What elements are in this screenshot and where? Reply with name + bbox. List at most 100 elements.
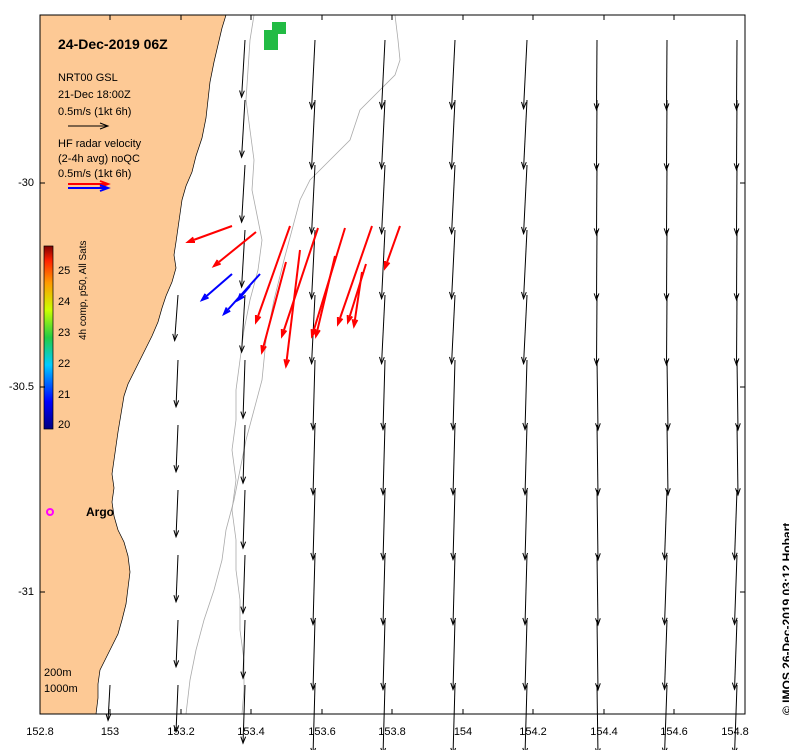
radar-vector-red-head	[346, 314, 354, 325]
radar-vector-blue	[237, 285, 251, 301]
current-vector	[524, 424, 528, 495]
current-vector	[175, 619, 179, 667]
current-vector	[596, 359, 599, 430]
current-vector	[381, 164, 386, 234]
map-title: 24-Dec-2019 06Z	[58, 36, 168, 52]
current-vector	[241, 39, 246, 98]
model-legend-line2: 21-Dec 18:00Z	[58, 89, 131, 101]
y-tick-label: -31	[18, 586, 34, 598]
current-vector-head	[239, 150, 245, 159]
radar-vector-red	[315, 255, 336, 337]
current-vector	[523, 164, 528, 234]
current-vector-head	[240, 736, 247, 745]
colorbar-tick: 22	[58, 358, 71, 370]
current-vector-head	[239, 90, 245, 99]
current-vector	[312, 359, 316, 430]
radar-vector-red-head	[211, 259, 221, 268]
current-vector	[382, 424, 386, 495]
current-vector	[311, 39, 316, 109]
colorbar	[43, 245, 54, 430]
current-vector	[382, 489, 386, 560]
current-vector	[596, 424, 599, 495]
current-vector-head	[239, 215, 245, 224]
x-tick-label: 153.6	[308, 726, 336, 738]
argo-label: Argo	[86, 505, 114, 519]
radar-vector-red-head	[283, 358, 291, 369]
current-vector	[524, 684, 528, 750]
current-vector-head	[172, 333, 178, 343]
current-vector-head	[173, 595, 180, 604]
current-vector-head	[735, 423, 741, 432]
radar-vector-red	[255, 225, 291, 323]
current-vector	[174, 294, 179, 341]
current-vector	[242, 489, 246, 549]
current-vector	[524, 554, 528, 625]
contour-legend-1000m: 1000m	[44, 683, 78, 695]
radar-vector-blue-head	[236, 293, 245, 303]
current-vector-head	[661, 617, 668, 626]
contour-legend-200m: 200m	[44, 667, 72, 679]
contour-200m	[231, 14, 263, 715]
current-vector	[382, 359, 386, 430]
current-vector	[664, 489, 668, 560]
radar-vector-red	[337, 225, 373, 325]
radar-vector-blue-head	[199, 293, 209, 302]
current-vector-head	[521, 101, 527, 111]
current-vector	[664, 619, 668, 690]
current-vector-head	[449, 101, 455, 111]
radar-vector-red-head	[260, 344, 267, 355]
model-legend-arrow	[68, 122, 110, 130]
current-vector	[312, 424, 316, 495]
current-vector	[734, 489, 738, 560]
current-vector	[381, 39, 386, 109]
current-vector	[523, 229, 528, 299]
current-vector	[452, 489, 456, 560]
x-tick-label: 154.4	[590, 726, 618, 738]
current-vector-head	[665, 488, 671, 497]
current-vector-head	[309, 161, 315, 171]
x-tick-label: 152.8	[26, 726, 54, 738]
current-vector-head	[735, 488, 741, 497]
current-vector-head	[309, 226, 315, 236]
sst-patch	[264, 30, 278, 50]
current-vector-head	[731, 617, 738, 626]
colorbar-tick: 23	[58, 327, 71, 339]
radar-vector-red	[347, 263, 367, 323]
current-vector-head	[665, 423, 671, 432]
current-vector	[241, 229, 246, 288]
current-vector-head	[379, 101, 385, 111]
current-vector	[241, 164, 246, 223]
current-vector-head	[173, 465, 180, 474]
colorbar-tick: 20	[58, 419, 71, 431]
current-vector	[736, 359, 739, 430]
model-legend-line1: NRT00 GSL	[58, 72, 118, 84]
current-vector-head	[595, 618, 601, 627]
current-vector	[664, 684, 668, 750]
radar-vector-red	[384, 225, 401, 269]
x-tick-label: 153.2	[167, 726, 195, 738]
current-vector-head	[309, 101, 315, 111]
current-vector-head	[595, 683, 601, 692]
current-vector-head	[595, 423, 601, 432]
current-vector	[452, 424, 456, 495]
current-vector	[381, 294, 386, 364]
radar-vector-red-head	[336, 316, 344, 327]
argo-float-marker	[46, 508, 54, 516]
radar-vector-red-head	[254, 314, 262, 325]
radar-vector-red	[261, 261, 287, 353]
current-vector-head	[173, 530, 180, 539]
current-vector-head	[595, 553, 601, 562]
current-vector	[451, 229, 456, 299]
radar-legend-line3: 0.5m/s (1kt 6h)	[58, 168, 132, 180]
current-vector	[451, 164, 456, 234]
current-vector-head	[521, 226, 527, 236]
current-vector	[175, 424, 179, 472]
current-vector-head	[173, 660, 180, 669]
current-vector	[596, 489, 599, 560]
current-vector-head	[379, 291, 385, 301]
current-vector	[524, 489, 528, 560]
model-current-vectors	[105, 39, 741, 750]
current-vector-head	[521, 291, 527, 301]
current-vector	[736, 424, 739, 495]
